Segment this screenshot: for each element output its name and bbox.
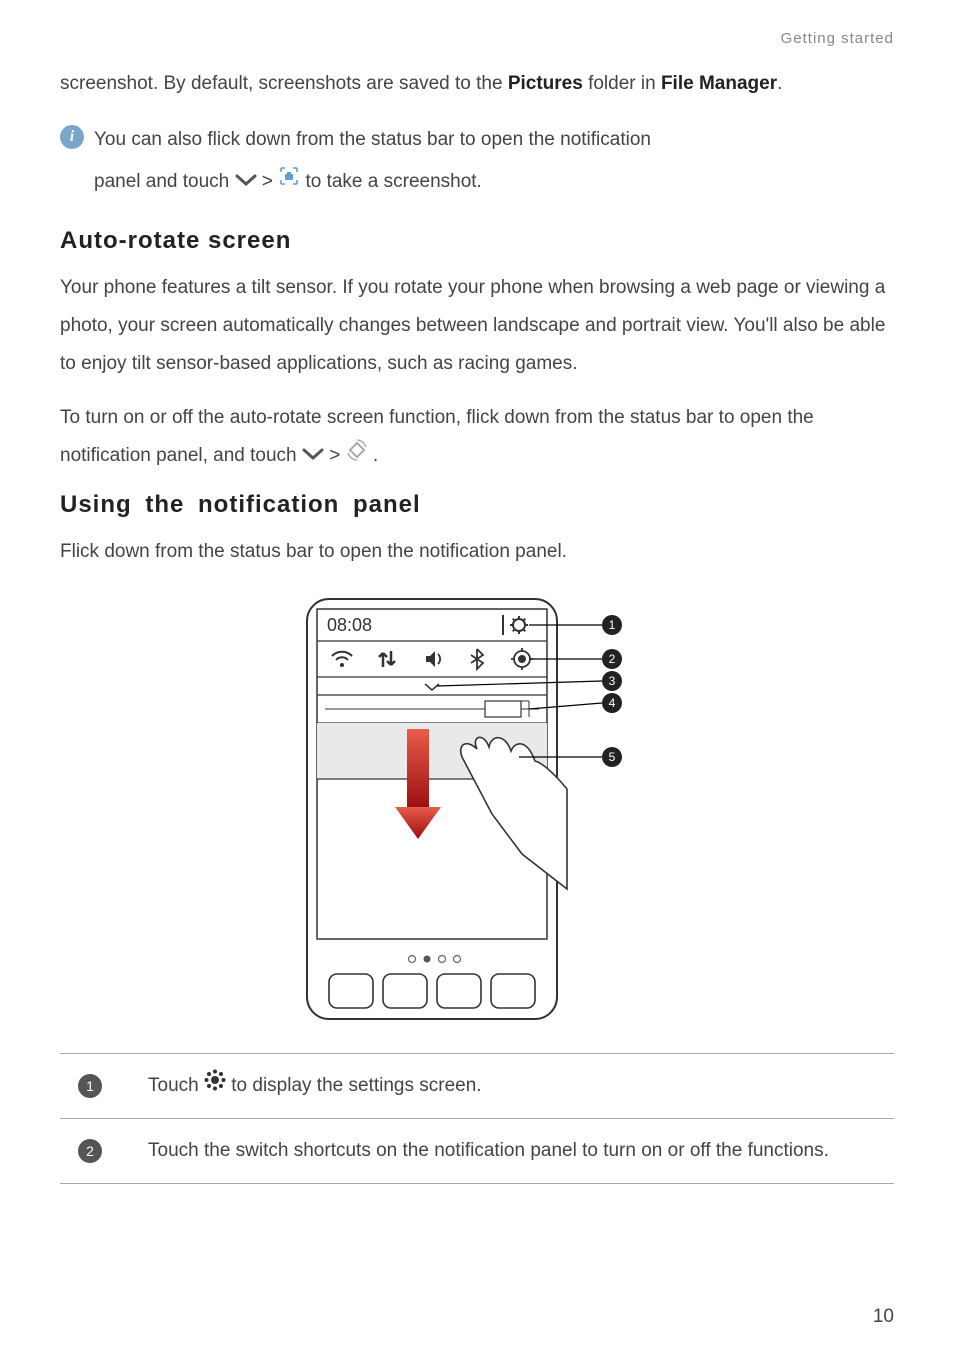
page-number: 10 xyxy=(873,1306,894,1328)
chevron-down-icon xyxy=(302,437,324,475)
chevron-down-icon xyxy=(235,161,257,203)
bold-text: File Manager xyxy=(661,73,777,94)
status-time: 08:08 xyxy=(327,615,372,635)
auto-rotate-para1: Your phone features a tilt sensor. If yo… xyxy=(60,269,894,383)
text: screenshot. By default, screenshots are … xyxy=(60,73,508,94)
phone-diagram: 08:08 xyxy=(60,589,894,1029)
svg-text:3: 3 xyxy=(609,674,616,688)
text: . xyxy=(373,445,378,466)
text: > xyxy=(262,171,278,192)
text: Touch xyxy=(148,1075,204,1096)
heading-notification-panel: Using the notification panel xyxy=(60,491,894,519)
svg-text:1: 1 xyxy=(609,618,616,632)
svg-text:2: 2 xyxy=(609,652,616,666)
text: > xyxy=(329,445,345,466)
table-row: 1 Touch to display the settings screen. xyxy=(60,1054,894,1119)
notif-intro: Flick down from the status bar to open t… xyxy=(60,533,894,571)
svg-text:4: 4 xyxy=(609,696,616,710)
table-badge-cell: 1 xyxy=(60,1074,120,1098)
auto-rotate-icon xyxy=(346,437,368,475)
svg-text:5: 5 xyxy=(609,750,616,764)
info-tip: i You can also flick down from the statu… xyxy=(60,119,894,203)
heading-auto-rotate: Auto-rotate screen xyxy=(60,227,894,255)
section-header: Getting started xyxy=(60,30,894,47)
table-text: Touch to display the settings screen. xyxy=(148,1068,894,1104)
num-badge: 2 xyxy=(78,1139,102,1163)
text: You can also flick down from the status … xyxy=(94,129,651,150)
intro-paragraph: screenshot. By default, screenshots are … xyxy=(60,65,894,103)
num-badge: 1 xyxy=(78,1074,102,1098)
callout-table: 1 Touch to display the settings screen. xyxy=(60,1053,894,1184)
text: To turn on or off the auto-rotate screen… xyxy=(60,407,814,466)
auto-rotate-para2: To turn on or off the auto-rotate screen… xyxy=(60,399,894,475)
text: to take a screenshot. xyxy=(305,171,481,192)
settings-gear-icon xyxy=(204,1068,226,1104)
text: panel and touch xyxy=(94,171,235,192)
table-badge-cell: 2 xyxy=(60,1139,120,1163)
table-row: 2 Touch the switch shortcuts on the noti… xyxy=(60,1119,894,1184)
text: to display the settings screen. xyxy=(231,1075,481,1096)
text: . xyxy=(777,73,782,94)
table-text: Touch the switch shortcuts on the notifi… xyxy=(148,1133,894,1169)
info-icon: i xyxy=(60,125,84,149)
screenshot-icon xyxy=(278,161,300,203)
bold-text: Pictures xyxy=(508,73,583,94)
text: folder in xyxy=(583,73,661,94)
info-text: You can also flick down from the status … xyxy=(94,119,651,203)
